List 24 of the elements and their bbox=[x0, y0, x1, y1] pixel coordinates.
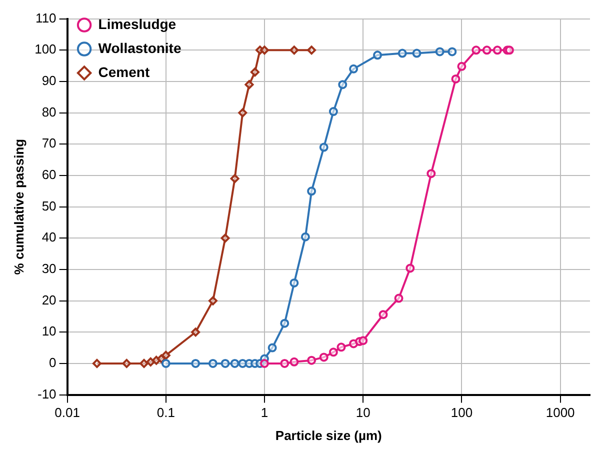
y-tick-label: -10 bbox=[37, 386, 56, 402]
y-axis-title: % cumulative passing bbox=[11, 138, 26, 275]
legend-label: Cement bbox=[98, 64, 150, 80]
y-tick-label: 20 bbox=[42, 292, 56, 308]
x-tick-label: 1000 bbox=[546, 405, 575, 420]
x-tick-label: 0.1 bbox=[156, 405, 175, 420]
y-tick-label: 10 bbox=[42, 324, 56, 339]
y-tick-label: 60 bbox=[42, 167, 56, 182]
x-tick-label: 1 bbox=[260, 405, 268, 420]
legend-label: Limesludge bbox=[98, 16, 176, 32]
y-tick-label: 30 bbox=[42, 261, 56, 276]
x-tick-label: 100 bbox=[450, 405, 473, 420]
legend-label: Wollastonite bbox=[98, 40, 182, 56]
y-tick-label: 100 bbox=[34, 42, 56, 57]
y-tick-label: 90 bbox=[42, 73, 56, 88]
y-tick-label: 70 bbox=[42, 136, 56, 151]
x-tick-label: 0.01 bbox=[54, 405, 80, 420]
x-tick-label: 10 bbox=[356, 405, 370, 420]
y-tick-label: 0 bbox=[49, 355, 56, 370]
y-tick-label: 110 bbox=[36, 10, 56, 26]
x-axis-title: Particle size (µm) bbox=[275, 428, 382, 443]
y-tick-label: 80 bbox=[42, 104, 56, 120]
y-tick-label: 50 bbox=[42, 198, 56, 214]
y-tick-label: 40 bbox=[42, 230, 56, 245]
